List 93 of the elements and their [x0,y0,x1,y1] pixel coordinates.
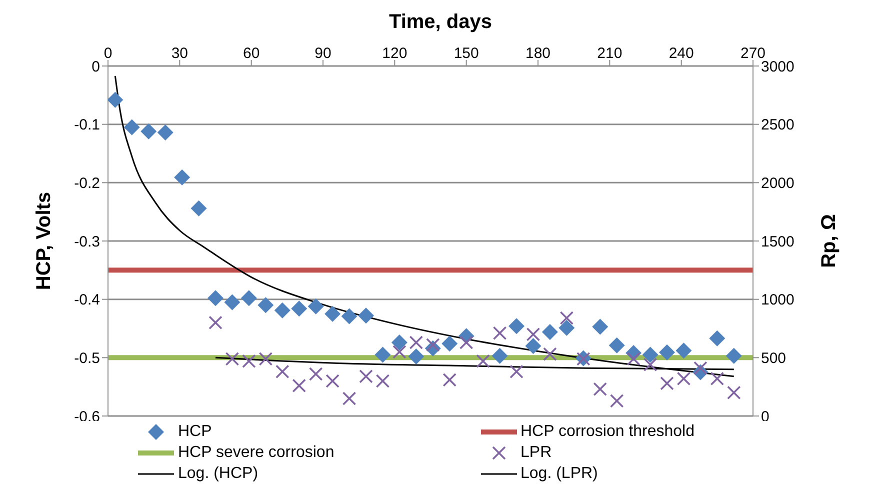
point [258,352,273,366]
point [643,358,658,372]
point [409,336,424,350]
legend-label: Log. (LPR) [520,464,598,482]
point [376,374,390,388]
point [592,318,608,335]
legend-label: LPR [520,444,552,462]
point [242,354,256,368]
legend-label: HCP corrosion threshold [520,422,695,440]
point [225,352,240,366]
point [308,367,323,381]
point [659,344,675,360]
point [391,334,408,350]
x-tick-label: 180 [525,45,551,62]
point [710,372,724,386]
point [324,306,341,322]
point [108,92,124,108]
point [208,316,222,330]
point [174,169,190,186]
x-tick-label: 240 [668,45,694,62]
y-axis-title: HCP, Volts [33,192,56,290]
x-tick-label: 90 [314,45,332,62]
y-tick-label: 0 [92,58,100,76]
point [608,337,625,354]
point [274,302,290,318]
point [326,374,340,388]
point [526,327,540,342]
y-tick-label: -0.3 [74,233,100,250]
point [676,342,692,359]
x-tick-label: 0 [104,45,112,62]
point [342,392,356,406]
point [292,378,306,393]
y2-tick-label: 1500 [761,233,794,250]
y2-tick-label: 2000 [761,174,794,192]
point [140,123,157,140]
point [224,294,240,310]
point [459,336,474,350]
y-tick-label: -0.5 [74,350,100,367]
point [442,336,458,352]
legend-label: HCP [178,422,212,440]
point [208,290,224,306]
y2-tick-label: 500 [761,350,786,367]
point [124,119,140,136]
point [560,311,574,325]
point [510,364,524,379]
x-tick-label: 150 [454,45,479,62]
line-series [114,75,735,378]
point [709,330,726,346]
point [258,297,274,314]
x-axis-title: Time, days [388,10,494,35]
point [275,364,290,379]
point [492,326,507,340]
point [558,320,575,336]
legend-label: HCP severe corrosion [178,444,334,462]
point [726,348,742,364]
point [610,394,624,408]
point [157,124,174,140]
point [525,338,542,354]
point [408,348,424,364]
point [374,346,391,363]
y2-tick-label: 1000 [761,292,794,309]
point [358,308,374,324]
point [359,369,373,384]
point [308,298,324,314]
x-tick-label: 60 [242,45,260,62]
point [476,354,490,368]
point [543,347,557,362]
x-tick-label: 30 [171,45,188,62]
y-tick-label: -0.4 [74,292,100,309]
point [426,338,440,352]
point [240,290,257,306]
point [291,300,308,317]
point [676,372,691,386]
y-tick-label: -0.1 [74,116,100,134]
y2-tick-label: 2500 [761,116,794,134]
point [190,200,207,216]
point [660,376,674,390]
x-tick-label: 120 [382,45,408,62]
x-tick-label: 210 [597,45,622,62]
point [442,372,457,387]
point [694,361,708,376]
point [626,352,640,366]
point [642,346,658,363]
y-tick-label: -0.2 [74,174,100,192]
point [508,318,524,334]
point [341,308,358,324]
y2-axis-title: Rp, Ω [818,214,840,268]
point [542,324,558,340]
legend-label: Log. (HCP) [178,464,258,482]
point [492,348,508,364]
point [726,386,741,400]
point [593,382,608,396]
point [392,344,406,359]
